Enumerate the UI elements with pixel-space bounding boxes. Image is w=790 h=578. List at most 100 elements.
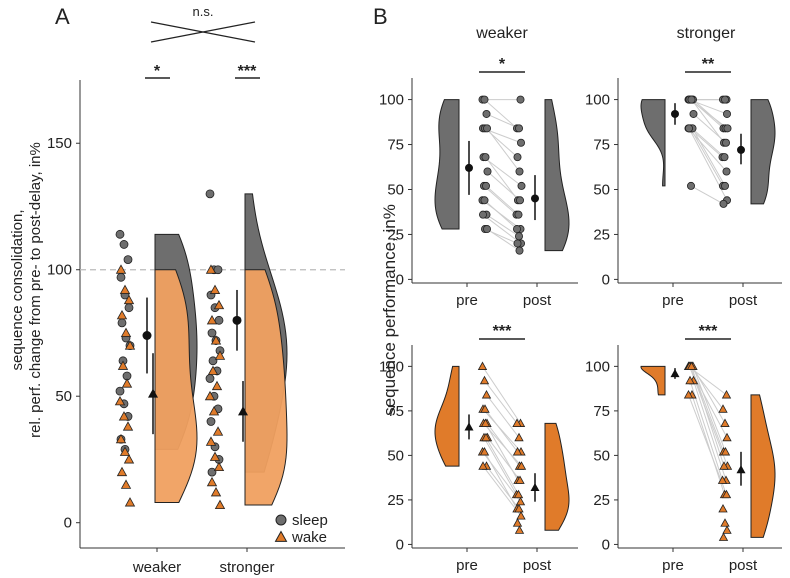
panel-b-point-pre: [483, 167, 492, 176]
panel-a-point-wake-weaker: [117, 360, 129, 370]
panel-a-point-wake-stronger: [204, 390, 216, 401]
panel-b-xtick-label-post: post: [523, 292, 552, 309]
legend-sleep-glyph: [275, 514, 287, 526]
panel-a-point-wake-stronger: [210, 335, 222, 345]
panel-b-point-post: [722, 138, 731, 147]
panel-a-point-wake-weaker: [116, 466, 128, 477]
panel-b-ytick-label-25: 25: [593, 492, 610, 509]
panel-b-ytick-label-100: 100: [379, 92, 404, 109]
panel-a-point-wake-stronger: [212, 426, 224, 436]
panel-b-ytick-label-50: 50: [387, 181, 404, 198]
panel-b-ytick-label-0: 0: [396, 271, 404, 288]
panel-b-point-post: [512, 447, 523, 456]
panel-b-mean-post: [531, 194, 539, 203]
panel-b-xtick-label-pre: pre: [456, 292, 478, 309]
panel-a-point-sleep-weaker: [115, 229, 125, 239]
panel-b-mean-post: [737, 145, 745, 154]
panel-b-pair-line: [486, 423, 520, 467]
panel-a-mean-wake-stronger: [238, 406, 248, 416]
panel-a-point-wake-stronger: [214, 499, 226, 509]
panel-b-pair-line: [484, 99, 518, 129]
panel-b-pair-line: [483, 437, 517, 495]
panel-a-point-wake-weaker: [120, 327, 132, 337]
panel-b-ytick-label-50: 50: [593, 447, 610, 464]
panel-label-b: B: [373, 4, 388, 29]
panel-b-xtick-label-pre: pre: [456, 557, 478, 574]
panel-b-point-pre: [481, 153, 490, 162]
panel-b-pair-line: [483, 156, 522, 187]
panel-b-pair-line: [486, 465, 520, 510]
panel-b-point-pre: [482, 225, 491, 234]
panel-b-point-pre: [479, 447, 490, 456]
panel-b-ytick-label-75: 75: [387, 403, 404, 420]
panel-b-point-post: [514, 504, 524, 513]
panel-b-sig-label: ***: [699, 323, 718, 340]
panel-b-point-post: [516, 196, 525, 205]
panel-b-col-stronger: stronger: [677, 25, 736, 42]
panel-b-point-pre: [480, 418, 491, 427]
panel-b-point-post: [514, 432, 524, 442]
panel-a-point-wake-stronger: [207, 365, 219, 375]
panel-b-violin-post: [544, 422, 570, 531]
panel-b-point-post: [515, 124, 524, 133]
panel-a-ytick-label-100: 100: [47, 262, 72, 279]
panel-a-point-wake-stronger: [209, 451, 221, 461]
panel-a-point-wake-weaker: [123, 294, 135, 305]
panel-a-point-sleep-stronger: [214, 315, 224, 325]
panel-b-ytick-label-25: 25: [387, 492, 404, 509]
panel-b-point-post: [717, 475, 728, 484]
panel-b-point-post: [721, 489, 732, 499]
panel-a-point-sleep-weaker: [119, 240, 129, 249]
panel-a-point-wake-weaker: [124, 497, 136, 507]
panel-b-point-post: [515, 475, 525, 484]
panel-a-point-sleep-weaker: [115, 386, 125, 396]
panel-b-ytick-label-50: 50: [593, 181, 610, 198]
panel-b-ytick-label-100: 100: [585, 92, 610, 109]
panel-b-mean-pre: [671, 109, 679, 118]
panel-b-sig-label: *: [499, 56, 506, 73]
panel-b-ytick-label-25: 25: [593, 226, 610, 243]
panel-b-pair-line: [485, 437, 519, 495]
panel-b-point-pre: [480, 196, 489, 205]
panel-b-pair-line: [482, 465, 522, 517]
panel-a-point-sleep-weaker: [116, 272, 126, 282]
panel-b-point-post: [513, 153, 522, 162]
panel-b-point-pre: [481, 181, 490, 190]
panel-b-point-post: [722, 167, 731, 176]
panel-a-point-wake-stronger: [205, 264, 217, 274]
panel-a-violin-wake-weaker: [154, 269, 198, 503]
panel-a-point-wake-weaker: [123, 454, 135, 464]
panel-b-pair-line: [484, 380, 518, 424]
panel-a-sig-weaker: *: [154, 63, 161, 80]
panel-b-point-pre: [685, 124, 694, 133]
panel-b-pair-line: [690, 185, 724, 205]
panel-b-point-post: [512, 518, 523, 527]
panel-b-violin-pre: [640, 99, 666, 187]
panel-b-point-post: [516, 95, 525, 104]
panel-b-ytick-label-75: 75: [593, 137, 610, 154]
panel-b-point-post: [720, 153, 729, 162]
panel-a-point-sleep-stronger: [205, 189, 215, 199]
panel-b-point-pre: [478, 210, 487, 219]
panel-label-a: A: [55, 4, 70, 29]
panel-b-point-post: [721, 95, 730, 104]
panel-b-point-post: [723, 109, 732, 118]
panel-b-point-pre: [480, 404, 490, 413]
panel-b-xtick-label-post: post: [729, 557, 758, 574]
panel-b-point-pre: [687, 181, 696, 190]
panel-b-point-pre: [686, 361, 697, 370]
panel-b-pair-line: [690, 128, 724, 187]
panel-b-point-post: [719, 461, 729, 470]
panel-a-point-wake-weaker: [120, 479, 132, 489]
panel-a-ytick-label-150: 150: [47, 135, 72, 152]
panel-b-ytick-label-75: 75: [593, 403, 610, 420]
panel-a-point-sleep-stronger: [208, 356, 218, 366]
panel-b-violin-post: [544, 99, 570, 252]
panel-b-ytick-label-0: 0: [602, 536, 610, 553]
panel-a-point-sleep-stronger: [213, 265, 223, 275]
panel-b-ytick-label-100: 100: [585, 358, 610, 375]
panel-b-point-post: [513, 489, 524, 499]
panel-a-ylabel-line2: rel. perf. change from pre- to post-dela…: [27, 142, 44, 438]
panel-b-ytick-label-0: 0: [396, 536, 404, 553]
